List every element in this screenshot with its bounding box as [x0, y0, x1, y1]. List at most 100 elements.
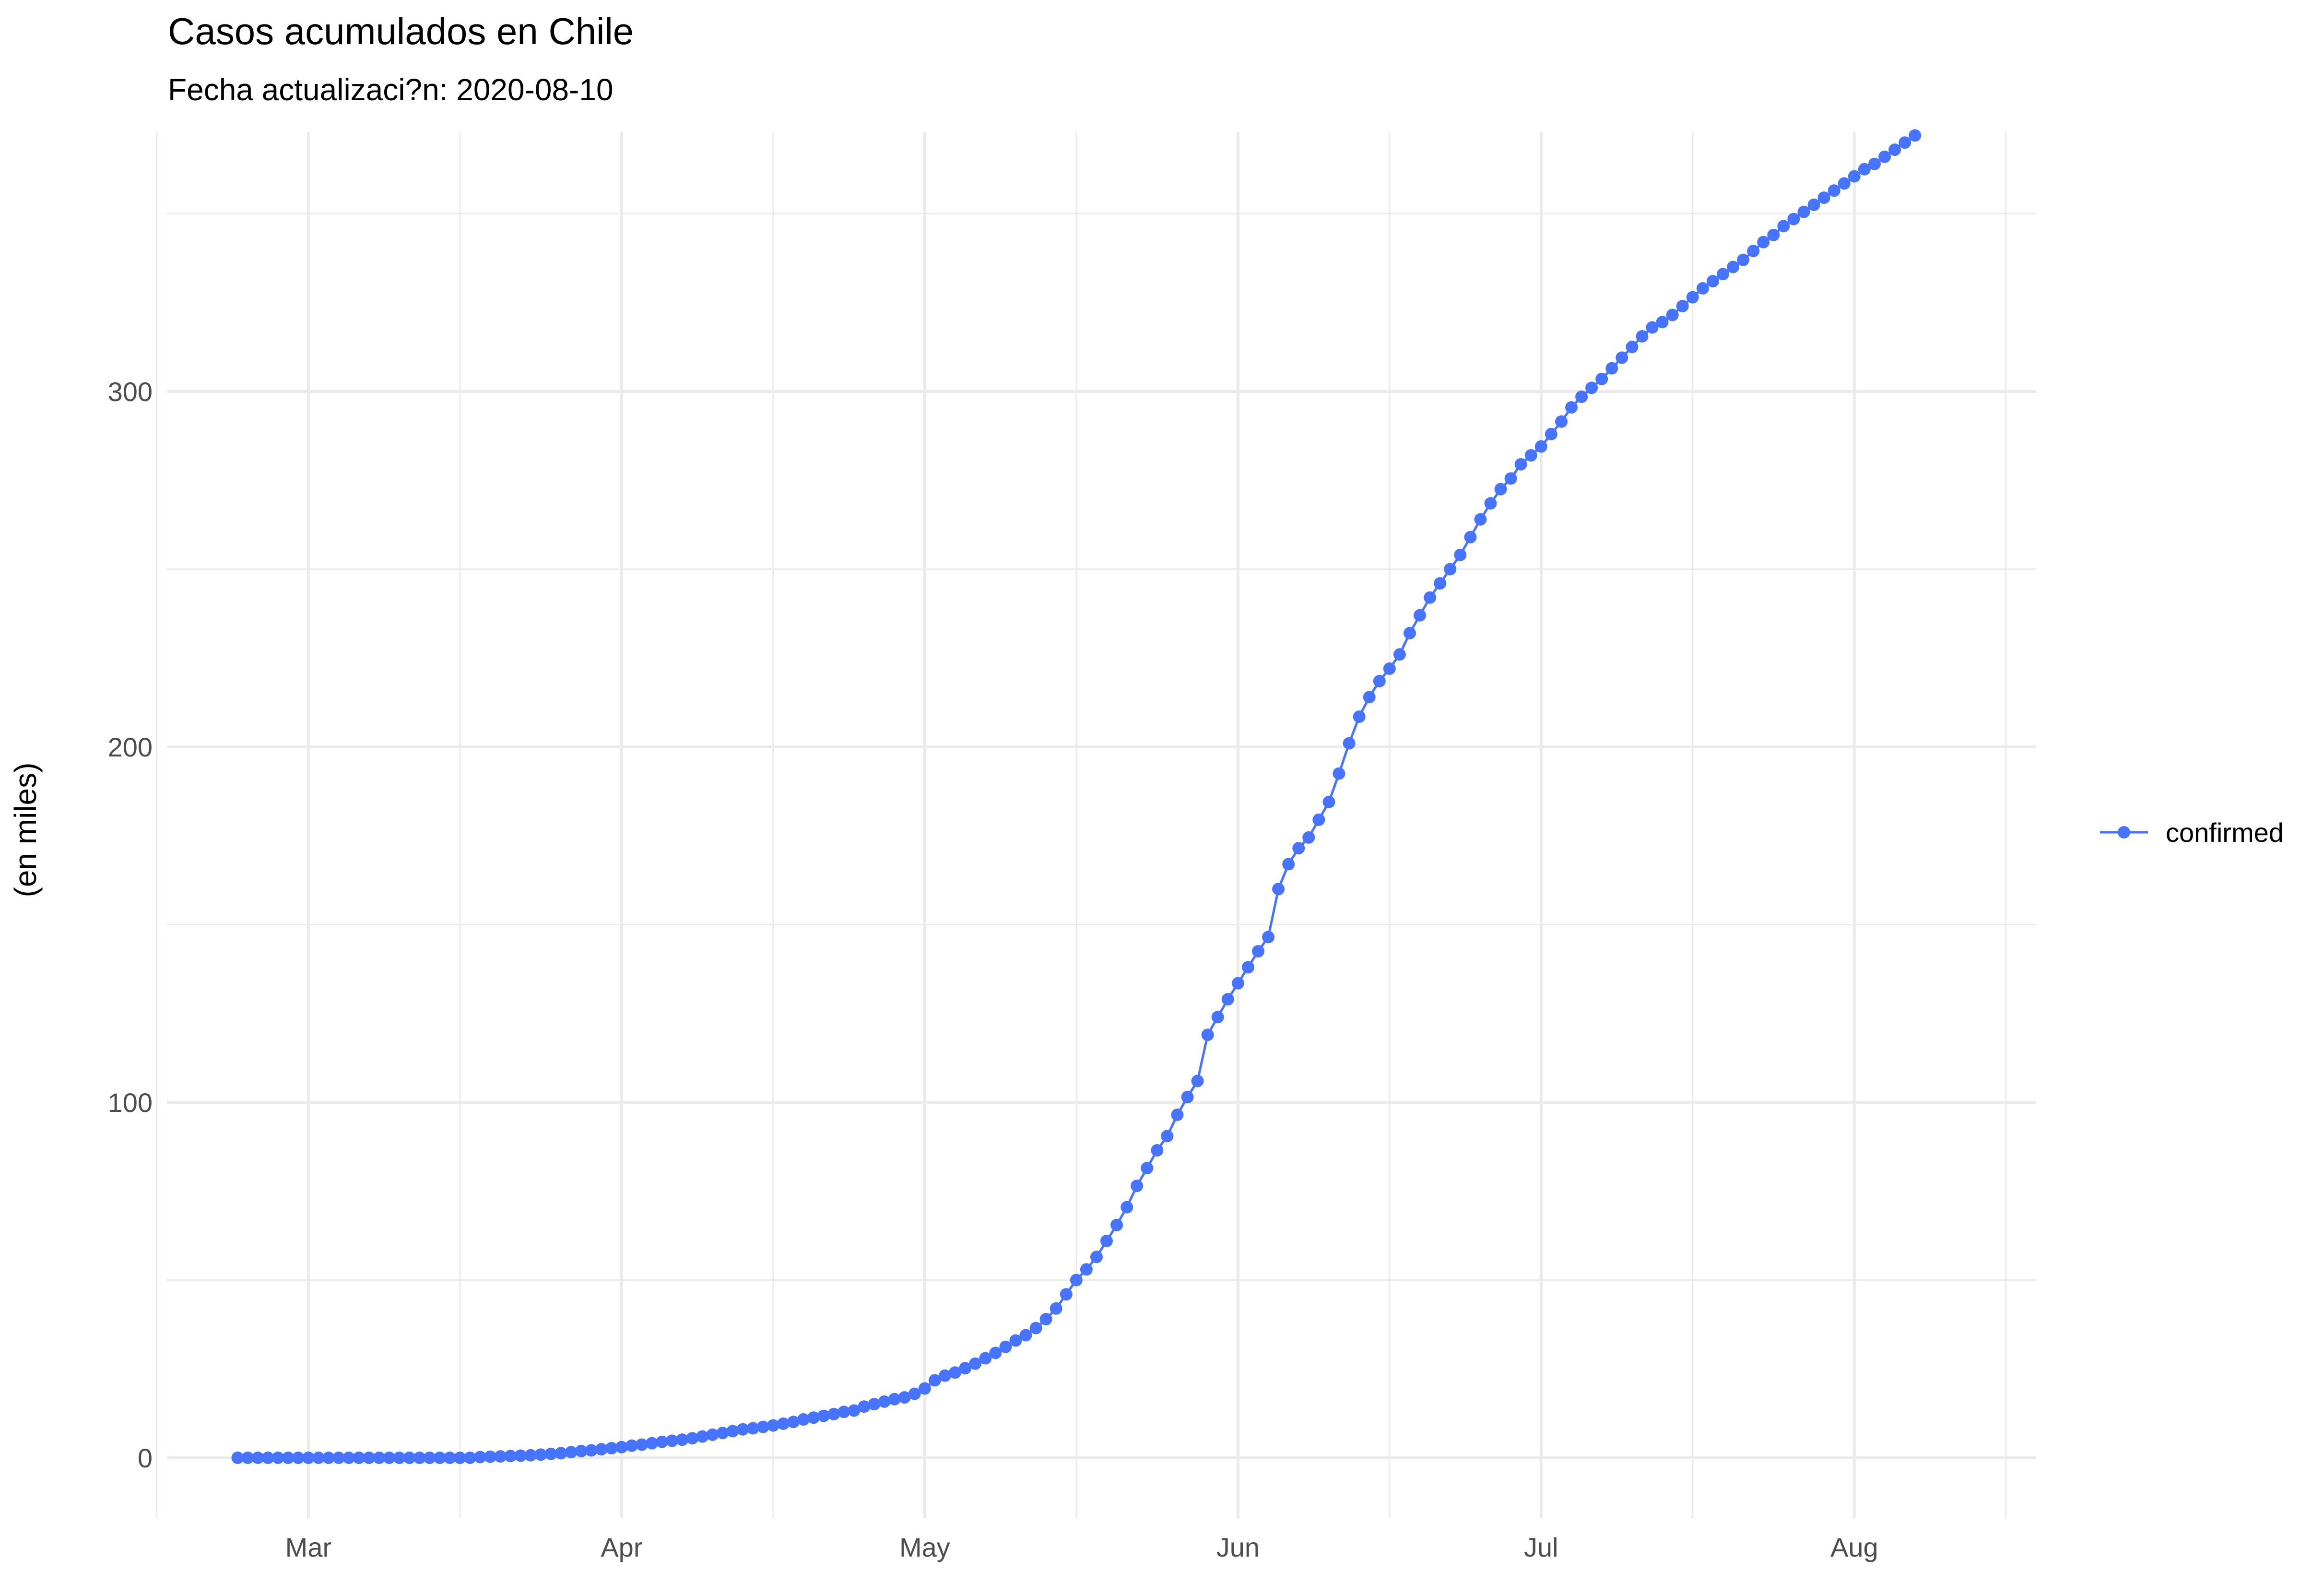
data-point	[1747, 245, 1760, 258]
data-point	[787, 1416, 800, 1429]
data-point	[989, 1347, 1002, 1359]
data-point	[241, 1452, 254, 1464]
data-point	[1353, 710, 1366, 723]
data-point	[1322, 795, 1335, 808]
data-point	[1131, 1180, 1144, 1193]
data-point	[1292, 842, 1305, 855]
x-tick-label: Jun	[1216, 1532, 1260, 1562]
y-tick-label: 300	[108, 377, 153, 407]
data-point	[1686, 291, 1699, 304]
legend: confirmed	[2100, 817, 2284, 848]
data-point	[554, 1447, 567, 1460]
y-axis-ticks: 0 100 200 300	[108, 377, 153, 1473]
data-point	[1717, 268, 1729, 281]
data-point	[1191, 1075, 1204, 1087]
data-point	[595, 1443, 608, 1456]
data-point	[1888, 143, 1901, 156]
data-point	[736, 1423, 749, 1436]
data-point	[544, 1447, 557, 1460]
data-point	[1504, 472, 1517, 485]
data-point	[1474, 513, 1487, 526]
data-point	[433, 1452, 446, 1464]
y-tick-label: 0	[138, 1443, 153, 1473]
data-point	[393, 1452, 406, 1464]
data-point	[231, 1452, 244, 1464]
data-point	[322, 1452, 335, 1464]
chart-title: Casos acumulados en Chile	[168, 10, 634, 52]
data-point	[605, 1442, 618, 1454]
data-point	[838, 1406, 850, 1418]
data-point	[1878, 150, 1891, 163]
data-point	[1070, 1274, 1083, 1287]
data-point	[878, 1395, 891, 1408]
data-point	[514, 1449, 527, 1462]
data-point	[1444, 563, 1457, 576]
data-point	[817, 1409, 830, 1422]
data-point	[1858, 163, 1871, 176]
data-point	[1828, 184, 1840, 197]
data-point	[1817, 191, 1830, 204]
data-point	[413, 1452, 426, 1464]
data-point	[1706, 275, 1719, 288]
data-point	[1787, 213, 1800, 225]
data-point	[312, 1452, 325, 1464]
data-point	[666, 1434, 679, 1447]
data-point	[1646, 321, 1659, 334]
data-point	[1383, 662, 1396, 675]
data-point	[1201, 1028, 1214, 1041]
data-point	[1110, 1218, 1123, 1231]
data-point	[908, 1387, 921, 1400]
data-point	[969, 1357, 982, 1370]
data-point	[1605, 362, 1618, 375]
data-point	[939, 1369, 951, 1382]
data-point	[1373, 674, 1386, 687]
data-point	[443, 1452, 456, 1464]
data-point	[575, 1444, 588, 1457]
data-point	[282, 1452, 295, 1464]
data-point	[1393, 648, 1406, 661]
data-point	[888, 1393, 901, 1406]
data-point	[656, 1435, 669, 1448]
data-point	[1545, 427, 1557, 440]
data-point	[353, 1452, 366, 1464]
data-point	[756, 1420, 769, 1433]
data-point	[615, 1441, 628, 1453]
data-point	[1737, 253, 1750, 266]
data-point	[383, 1452, 396, 1464]
data-point	[1231, 977, 1244, 990]
data-point	[1777, 220, 1790, 233]
data-point	[858, 1400, 871, 1413]
data-point	[504, 1450, 517, 1463]
data-point	[1424, 591, 1437, 604]
data-point	[403, 1452, 416, 1464]
data-point	[1616, 351, 1628, 364]
data-point	[1534, 440, 1547, 453]
data-point	[1696, 282, 1709, 295]
y-tick-label: 100	[108, 1087, 153, 1118]
data-point	[1241, 961, 1254, 974]
data-point	[1009, 1334, 1022, 1347]
x-axis-ticks: Mar Apr May Jun Jul Aug	[285, 1532, 1878, 1562]
data-point	[646, 1437, 659, 1450]
data-point	[1080, 1263, 1093, 1276]
legend-label-confirmed: confirmed	[2166, 817, 2284, 848]
data-point	[1262, 931, 1275, 944]
data-point	[949, 1366, 962, 1379]
data-point	[494, 1450, 507, 1463]
data-point	[1161, 1130, 1174, 1143]
data-point	[1343, 737, 1356, 750]
data-point	[565, 1446, 578, 1459]
minor-gridlines	[156, 132, 2036, 1518]
data-point	[928, 1374, 941, 1387]
data-point	[848, 1404, 861, 1417]
data-point	[1626, 341, 1639, 354]
data-point	[676, 1433, 689, 1446]
data-point	[1807, 198, 1820, 211]
data-point	[1838, 177, 1851, 190]
data-point	[807, 1411, 820, 1424]
data-point	[1171, 1108, 1184, 1121]
data-point	[1909, 129, 1922, 142]
data-point	[1029, 1322, 1042, 1335]
data-point	[1767, 228, 1780, 241]
